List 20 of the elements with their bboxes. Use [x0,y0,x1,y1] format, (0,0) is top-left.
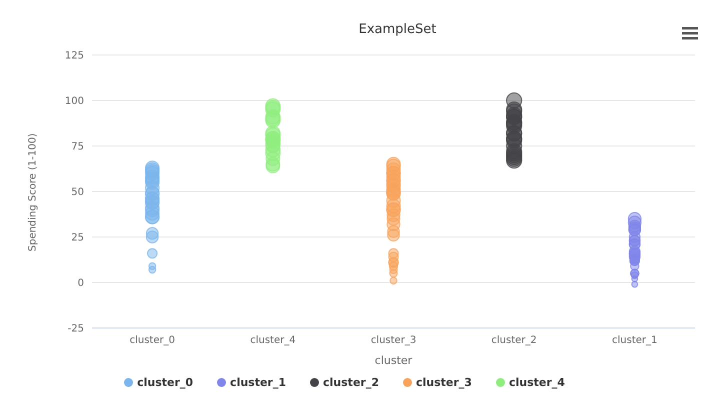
y-tick-label: 50 [71,187,84,198]
legend-label: cluster_2 [323,376,379,389]
x-tick-label: cluster_1 [612,335,658,346]
x-tick-label: cluster_2 [491,335,537,346]
legend-label: cluster_1 [230,376,286,389]
y-tick-label: 75 [71,142,84,153]
x-tick-label: cluster_0 [130,335,175,346]
y-tick-label: 125 [64,50,84,62]
legend-label: cluster_3 [416,376,472,389]
y-tick-label: 25 [71,232,84,244]
legend-label: cluster_0 [137,376,194,389]
y-tick-label: -25 [68,324,84,335]
x-axis-title: cluster [374,354,413,367]
y-axis-title: Spending Score (1-100) [28,133,39,252]
legend-label: cluster_4 [508,376,565,389]
y-tick-label: 0 [78,278,84,290]
x-tick-label: cluster_4 [250,335,296,346]
x-tick-label: cluster_3 [370,335,416,346]
y-tick-label: 100 [64,96,84,108]
chart-title: ExampleSet [358,22,438,37]
